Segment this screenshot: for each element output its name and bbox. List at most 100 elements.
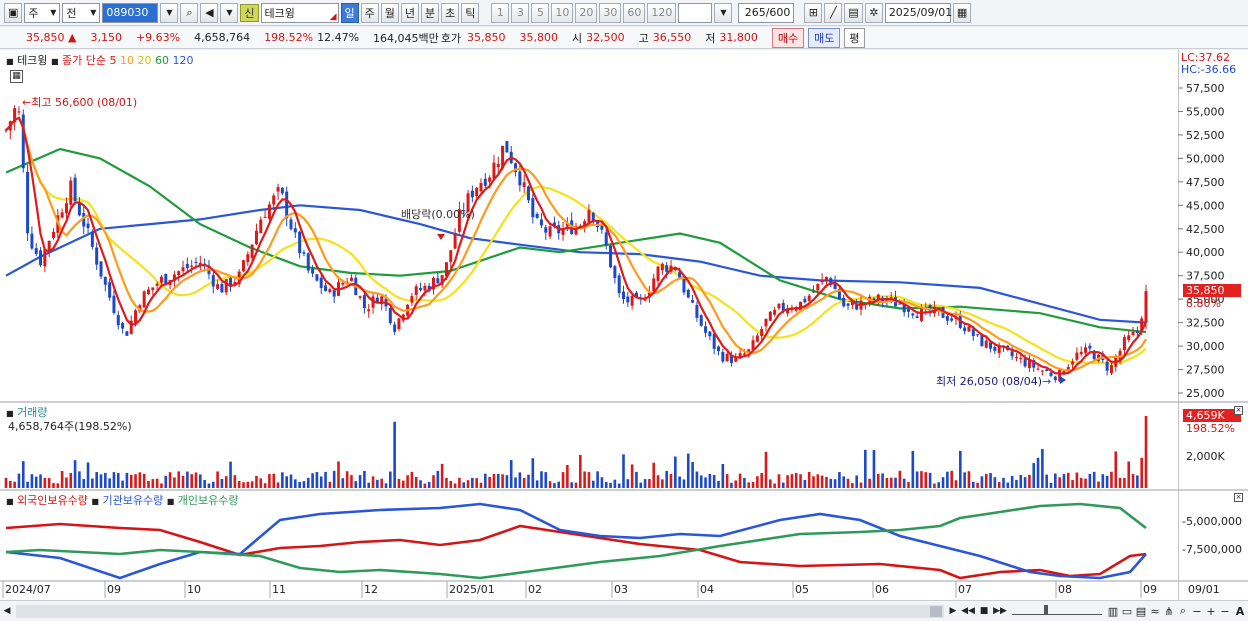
window-icon[interactable]: ▣	[4, 2, 23, 23]
scroll-left-icon[interactable]: ◀	[3, 606, 11, 616]
interval-1[interactable]: 1	[491, 2, 510, 23]
volume-bar	[876, 473, 880, 488]
chart-toggle-icon[interactable]: ▥	[1107, 604, 1119, 618]
candle-body	[233, 282, 237, 284]
minus-icon[interactable]: −	[1192, 604, 1202, 618]
candle-body	[444, 262, 448, 277]
volume-bar	[730, 482, 733, 488]
candle	[349, 274, 353, 282]
candle-body	[315, 274, 319, 281]
candle-body	[971, 329, 975, 337]
lc-label: LC:37.62	[1181, 51, 1231, 64]
signal-icon[interactable]: ⋔	[1164, 604, 1174, 618]
interval-5[interactable]: 5	[531, 2, 550, 23]
volume-bar	[246, 481, 250, 488]
gear-icon[interactable]: ✲	[864, 2, 883, 23]
stock-name-field[interactable]: 테크윙 ◢	[260, 2, 339, 23]
stock-chart-svg[interactable]: 57,500 55,000 52,500 50,000 47,500 45,000 42,5…	[0, 50, 1248, 600]
stop-icon[interactable]: ■	[979, 606, 989, 616]
volume-bar	[708, 473, 712, 488]
scope-select[interactable]: 전 ▼	[62, 2, 101, 23]
volume-bar	[268, 474, 271, 488]
speaker-icon[interactable]: ◀	[200, 2, 219, 23]
zoom-reset-icon[interactable]: −	[1220, 604, 1230, 618]
tab-period-month[interactable]: 월	[380, 2, 399, 23]
interval-30[interactable]: 30	[599, 2, 622, 23]
scroll-track[interactable]	[16, 604, 944, 618]
interval-3[interactable]: 3	[511, 2, 530, 23]
calendar-icon[interactable]: ▦	[952, 2, 972, 23]
draw-line-icon[interactable]: ╱	[824, 2, 843, 23]
scroll-right-icon[interactable]: ▶	[949, 606, 957, 616]
tab-period-minute[interactable]: 분	[421, 2, 440, 23]
minimize-icon[interactable]: ▭	[1121, 604, 1133, 618]
volume-bar	[889, 477, 893, 488]
candle	[660, 262, 664, 275]
candle	[276, 183, 280, 200]
volume-bar	[306, 477, 310, 488]
stock-code-input[interactable]: 089030	[102, 2, 159, 23]
chart-area[interactable]: 57,500 55,000 52,500 50,000 47,500 45,000 42,5…	[0, 50, 1248, 600]
candle	[302, 249, 306, 257]
volume-bar	[410, 471, 414, 488]
search-icon[interactable]: ⌕	[180, 2, 199, 23]
volume-bar	[738, 473, 742, 488]
candle-body	[302, 252, 306, 254]
save-icon[interactable]: ▤	[844, 2, 863, 23]
volume-bar	[380, 478, 383, 488]
zoom-icon[interactable]: ⌕	[1179, 604, 1187, 617]
candle-body	[432, 277, 435, 290]
last-page-icon[interactable]: ▶▶	[993, 606, 1007, 616]
tab-period-second[interactable]: 초	[441, 2, 460, 23]
volume-bar	[445, 477, 448, 488]
speaker-dropdown-icon[interactable]: ▼	[220, 2, 239, 23]
first-page-icon[interactable]: ◀◀	[961, 606, 975, 616]
candle	[414, 283, 418, 300]
code-dropdown-button[interactable]: ▼	[160, 2, 179, 23]
interval-custom-input[interactable]	[678, 2, 713, 23]
volume-bar	[794, 472, 798, 488]
scroll-thumb[interactable]	[930, 605, 942, 617]
candle-body	[764, 318, 768, 327]
tab-period-day[interactable]: 일	[340, 2, 359, 23]
close-icon[interactable]: ×	[1234, 493, 1243, 502]
auto-scale-icon[interactable]: A	[1235, 604, 1245, 618]
tab-period-tick[interactable]: 틱	[461, 2, 480, 23]
sell-button[interactable]: 매도	[808, 27, 841, 48]
scroll-bar[interactable]: ◀ ▶ ◀◀ ■ ▶▶ ▥ ▭ ▤ ≈ ⋔ ⌕ − + − A	[0, 600, 1248, 621]
tab-period-week[interactable]: 주	[360, 2, 379, 23]
tab-period-year[interactable]: 년	[400, 2, 420, 23]
volume-bar	[1015, 479, 1018, 488]
volume-bar	[622, 454, 625, 488]
evaluate-button[interactable]: 평	[844, 27, 865, 48]
interval-dropdown-button[interactable]: ▼	[714, 2, 733, 23]
interval-20[interactable]: 20	[575, 2, 598, 23]
interval-10[interactable]: 10	[551, 2, 574, 23]
period-select[interactable]: 주 ▼	[24, 2, 61, 23]
interval-120[interactable]: 120	[647, 2, 677, 23]
candle-body	[1084, 347, 1088, 353]
plus-icon[interactable]: +	[1206, 604, 1216, 618]
chart-type-icon[interactable]: ⊞	[804, 2, 823, 23]
date-input[interactable]: 2025/09/01	[884, 2, 952, 23]
close-icon[interactable]: ×	[1234, 406, 1243, 415]
candle	[34, 243, 38, 257]
volume-bar	[116, 473, 120, 488]
candle-body	[837, 288, 841, 299]
volume-bar	[881, 473, 884, 488]
visible-count-field[interactable]: 265/600	[738, 2, 795, 23]
candle	[630, 295, 634, 310]
zoom-slider[interactable]	[1012, 605, 1102, 615]
grid-toggle-icon[interactable]: ▦	[10, 70, 23, 83]
candle	[272, 193, 276, 210]
volume-bar	[203, 479, 206, 488]
legend-stock: 테크윙	[17, 54, 48, 67]
candle	[52, 228, 55, 240]
panel-icon[interactable]: ▤	[1135, 604, 1147, 618]
pattern-icon[interactable]: ≈	[1150, 604, 1160, 618]
volume-bar	[557, 481, 561, 488]
candle-body	[419, 287, 423, 290]
interval-60[interactable]: 60	[623, 2, 646, 23]
candle-body	[1140, 318, 1144, 332]
buy-button[interactable]: 매수	[771, 27, 805, 48]
